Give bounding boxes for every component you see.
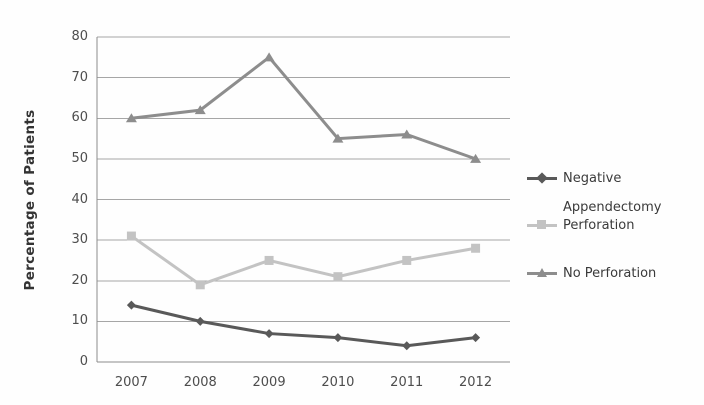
legend-marker-diamond-icon: [527, 169, 563, 187]
data-point-triangle-icon: [263, 52, 275, 62]
y-tick-label: 80: [71, 29, 88, 44]
series-line-no-perforation: [129, 55, 478, 161]
data-point-diamond-icon: [471, 333, 481, 343]
data-point-square-icon: [195, 280, 205, 290]
data-point-square-icon: [471, 243, 481, 253]
y-tick-label: 40: [71, 191, 88, 207]
data-point-diamond-icon: [402, 341, 412, 351]
y-tick-label: 60: [71, 110, 88, 126]
legend-marker-square-icon: [527, 216, 563, 234]
legend-item-negative-appendectomy-wrap: Appendectomy: [527, 198, 661, 216]
y-tick-label: 10: [71, 313, 88, 329]
data-point-square-icon: [402, 255, 412, 265]
x-tick-label: 2007: [114, 375, 148, 390]
legend-label: Appendectomy: [563, 199, 662, 215]
y-tick-label: 20: [71, 272, 88, 288]
legend-item-negative-appendectomy: Negative: [527, 169, 661, 187]
x-axis-tick-labels: 2007 2008 2009 2010 2011 2012: [97, 375, 510, 390]
data-point-diamond-icon: [195, 316, 205, 326]
legend-label: No Perforation: [563, 265, 657, 281]
data-point-diamond-icon: [333, 333, 343, 343]
data-point-triangle-icon: [194, 105, 206, 115]
y-tick-label: 0: [79, 354, 88, 369]
x-tick-label: 2008: [183, 375, 217, 390]
data-point-square-icon: [264, 255, 274, 265]
data-point-triangle-icon: [470, 153, 482, 163]
data-point-diamond-icon: [264, 329, 274, 339]
x-tick-label: 2009: [252, 375, 286, 390]
data-point-square-icon: [333, 272, 343, 282]
legend-marker-triangle-icon: [527, 264, 563, 282]
data-point-triangle-icon: [401, 129, 413, 139]
x-tick-label: 2011: [390, 375, 424, 390]
y-axis-title: Percentage of Patients: [22, 109, 38, 291]
series-line-negative-appendectomy: [129, 303, 478, 348]
legend: Negative Appendectomy Perforation No Per…: [527, 169, 661, 282]
y-tick-label: 70: [71, 69, 88, 85]
data-point-square-icon: [126, 231, 136, 241]
y-axis-tick-labels: 80 70 60 50 40 30 20 10 0: [38, 30, 88, 369]
x-tick-label: 2012: [459, 375, 493, 390]
y-tick-label: 50: [71, 150, 88, 166]
legend-item-perforation: Perforation: [527, 216, 661, 234]
legend-item-no-perforation: No Perforation: [527, 264, 661, 282]
series-line-perforation: [129, 234, 478, 287]
legend-marker-spacer: [527, 198, 563, 216]
data-point-triangle-icon: [125, 113, 137, 123]
x-tick-label: 2010: [321, 375, 355, 390]
legend-label: Perforation: [563, 217, 635, 233]
y-tick-label: 30: [71, 232, 88, 248]
legend-label: Negative: [563, 170, 622, 186]
data-point-triangle-icon: [332, 133, 344, 143]
data-point-diamond-icon: [126, 300, 136, 310]
